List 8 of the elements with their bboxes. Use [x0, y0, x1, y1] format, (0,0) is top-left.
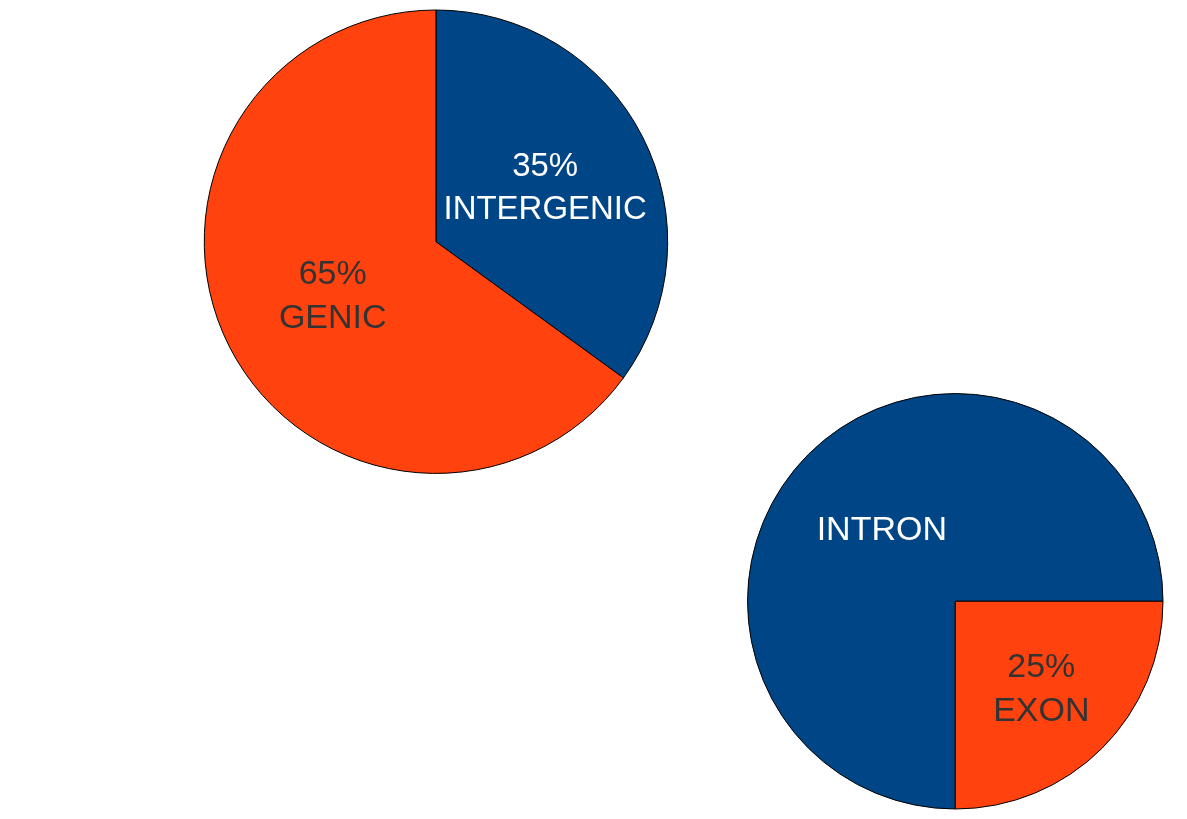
pie-slice [747, 393, 1164, 810]
data-label: 65% [298, 253, 367, 292]
slice-label: INTRON [816, 508, 947, 547]
slice-label: EXON [993, 690, 1090, 729]
data-label: 25% [1007, 646, 1076, 685]
slice-label: INTERGENIC [443, 189, 647, 227]
slice-label: GENIC [278, 297, 387, 336]
data-label: 35% [512, 146, 579, 184]
